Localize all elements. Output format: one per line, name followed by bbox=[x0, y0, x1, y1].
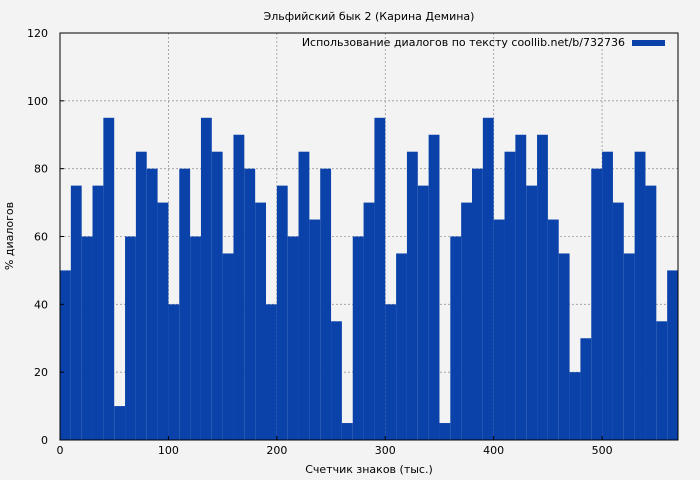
y-tick-label: 0 bbox=[41, 434, 48, 447]
bar bbox=[244, 168, 256, 440]
legend-swatch bbox=[632, 40, 665, 46]
y-tick-label: 40 bbox=[34, 298, 48, 311]
bar bbox=[580, 338, 592, 440]
bar bbox=[125, 236, 136, 440]
bar bbox=[81, 236, 93, 440]
bar bbox=[157, 202, 169, 440]
bar bbox=[341, 423, 353, 440]
bar bbox=[406, 151, 418, 441]
bar bbox=[493, 219, 505, 440]
bar bbox=[634, 151, 646, 441]
y-tick-label: 100 bbox=[27, 95, 48, 108]
bar bbox=[222, 253, 234, 440]
y-tick-label: 120 bbox=[27, 27, 48, 40]
bar bbox=[168, 304, 180, 440]
x-axis-label: Счетчик знаков (тыс.) bbox=[305, 463, 433, 476]
bar bbox=[482, 117, 494, 441]
bar bbox=[60, 270, 71, 440]
bar bbox=[558, 253, 570, 440]
bar bbox=[135, 151, 147, 441]
bar bbox=[428, 134, 440, 440]
bar bbox=[515, 134, 527, 440]
bar bbox=[526, 185, 538, 440]
bar bbox=[450, 236, 462, 440]
bar bbox=[92, 185, 104, 440]
bar bbox=[114, 406, 126, 440]
x-tick-label: 0 bbox=[57, 444, 64, 457]
x-axis: 0 100 200 300 400 500 bbox=[57, 436, 613, 457]
y-axis-label: % диалогов bbox=[3, 202, 16, 270]
bar bbox=[179, 168, 191, 440]
bar bbox=[417, 185, 429, 440]
y-tick-label: 20 bbox=[34, 366, 48, 379]
bar bbox=[255, 202, 266, 440]
bar bbox=[190, 236, 201, 440]
bar bbox=[70, 185, 82, 440]
bar bbox=[103, 117, 115, 441]
bar bbox=[537, 134, 548, 440]
x-tick-label: 300 bbox=[375, 444, 396, 457]
bar bbox=[266, 304, 277, 440]
bar bbox=[396, 253, 407, 440]
bar bbox=[656, 321, 668, 440]
bar bbox=[352, 236, 364, 440]
bar bbox=[504, 151, 516, 441]
bar bbox=[569, 372, 581, 440]
x-tick-label: 200 bbox=[266, 444, 287, 457]
bars bbox=[60, 117, 678, 441]
bar bbox=[287, 236, 299, 440]
bar bbox=[309, 219, 321, 440]
legend-label: Использование диалогов по тексту coollib… bbox=[302, 36, 625, 49]
bar bbox=[200, 117, 212, 441]
bar bbox=[276, 185, 288, 440]
bar bbox=[461, 202, 472, 440]
bar bbox=[645, 185, 657, 440]
bar bbox=[667, 270, 678, 440]
bar bbox=[331, 321, 342, 440]
legend: Использование диалогов по тексту coollib… bbox=[302, 36, 665, 49]
bar bbox=[320, 168, 332, 440]
y-tick-label: 60 bbox=[34, 231, 48, 244]
bar bbox=[298, 151, 310, 441]
x-tick-label: 500 bbox=[592, 444, 613, 457]
x-tick-label: 100 bbox=[158, 444, 179, 457]
bar bbox=[612, 202, 624, 440]
bar bbox=[547, 219, 559, 440]
bar bbox=[233, 134, 245, 440]
y-axis: 0 20 40 60 80 100 120 bbox=[27, 27, 64, 447]
bar bbox=[211, 151, 223, 441]
x-tick-label: 400 bbox=[483, 444, 504, 457]
y-tick-label: 80 bbox=[34, 163, 48, 176]
chart-title: Эльфийский бык 2 (Карина Демина) bbox=[264, 10, 475, 23]
bar bbox=[602, 151, 613, 441]
bar bbox=[591, 168, 603, 440]
bar bbox=[374, 117, 386, 441]
bar bbox=[363, 202, 375, 440]
bar bbox=[472, 168, 483, 440]
bar bbox=[146, 168, 158, 440]
bar bbox=[623, 253, 635, 440]
bar bbox=[385, 304, 397, 440]
bar bbox=[439, 423, 451, 440]
